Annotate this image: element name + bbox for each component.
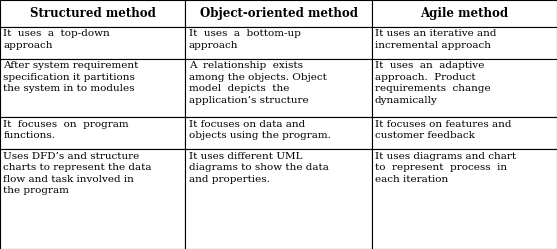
Text: It focuses on data and
objects using the program.: It focuses on data and objects using the…	[189, 120, 331, 140]
Bar	[372, 117, 557, 149]
Text: It  uses  an  adaptive
approach.  Product
requirements  change
dynamically: It uses an adaptive approach. Product re…	[375, 61, 491, 105]
Bar	[185, 149, 372, 249]
Bar	[185, 117, 372, 149]
Text: Structured method: Structured method	[30, 7, 155, 20]
Bar	[185, 27, 372, 59]
Text: After system requirement
specification it partitions
the system in to modules: After system requirement specification i…	[3, 61, 139, 93]
Text: It  uses  a  bottom-up
approach: It uses a bottom-up approach	[189, 29, 301, 50]
Text: Agile method: Agile method	[420, 7, 509, 20]
Text: It uses different UML
diagrams to show the data
and properties.: It uses different UML diagrams to show t…	[189, 152, 329, 184]
Bar	[372, 59, 557, 117]
Bar	[0, 0, 185, 27]
Bar	[185, 0, 372, 27]
Text: Uses DFD’s and structure
charts to represent the data
flow and task involved in
: Uses DFD’s and structure charts to repre…	[3, 152, 152, 195]
Text: A  relationship  exists
among the objects. Object
model  depicts  the
applicatio: A relationship exists among the objects.…	[189, 61, 327, 105]
Bar	[372, 149, 557, 249]
Text: It  uses  a  top-down
approach: It uses a top-down approach	[3, 29, 110, 50]
Bar	[0, 59, 185, 117]
Bar	[372, 27, 557, 59]
Text: It uses an iterative and
incremental approach: It uses an iterative and incremental app…	[375, 29, 496, 50]
Text: It focuses on features and
customer feedback: It focuses on features and customer feed…	[375, 120, 511, 140]
Bar	[0, 117, 185, 149]
Text: It  focuses  on  program
functions.: It focuses on program functions.	[3, 120, 129, 140]
Bar	[185, 59, 372, 117]
Text: Object-oriented method: Object-oriented method	[199, 7, 358, 20]
Bar	[0, 27, 185, 59]
Text: It uses diagrams and chart
to  represent  process  in
each iteration: It uses diagrams and chart to represent …	[375, 152, 516, 184]
Bar	[372, 0, 557, 27]
Bar	[0, 149, 185, 249]
